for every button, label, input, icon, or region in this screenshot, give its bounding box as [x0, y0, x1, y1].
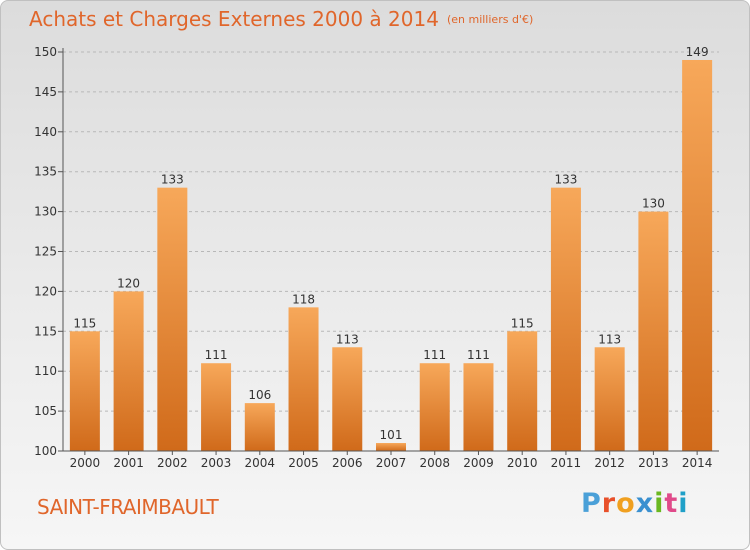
- bar: [638, 211, 669, 451]
- x-tick-label: 2006: [332, 456, 363, 470]
- bar: [419, 363, 450, 451]
- bar: [201, 363, 232, 451]
- data-label: 120: [117, 276, 140, 290]
- logo-letter: o: [616, 488, 636, 519]
- x-tick-label: 2007: [376, 456, 407, 470]
- data-label: 111: [423, 348, 446, 362]
- x-tick-label: 2010: [507, 456, 538, 470]
- bar: [682, 59, 713, 451]
- data-label: 113: [336, 332, 359, 346]
- y-tick-label: 135: [34, 165, 57, 179]
- data-label: 106: [248, 388, 271, 402]
- logo-letter: P: [581, 488, 602, 519]
- x-tick-label: 2011: [551, 456, 582, 470]
- bar: [376, 443, 406, 451]
- bar: [463, 363, 494, 451]
- logo-letter: r: [601, 488, 617, 519]
- logo-letter: i: [678, 488, 689, 519]
- bars-layer: 115 120 133 111 106 118 113 101 111 111 115 133 113 1…: [69, 45, 713, 451]
- data-label: 149: [686, 45, 709, 59]
- x-tick-label: 2001: [113, 456, 144, 470]
- bar: [113, 291, 144, 451]
- chart-title-text: Achats et Charges Externes 2000 à 2014: [29, 7, 439, 31]
- x-tick-label: 2003: [201, 456, 232, 470]
- bar: [288, 307, 319, 451]
- data-label: 133: [161, 173, 184, 187]
- logo-letter: t: [664, 488, 679, 519]
- logo-letter: i: [654, 488, 665, 519]
- y-tick-label: 125: [34, 245, 57, 259]
- data-label: 113: [598, 332, 621, 346]
- y-tick-label: 130: [34, 205, 57, 219]
- data-label: 130: [642, 197, 665, 211]
- y-tick-label: 110: [34, 364, 57, 378]
- data-label: 111: [205, 348, 228, 362]
- x-tick-label: 2004: [245, 456, 276, 470]
- data-label: 101: [380, 428, 403, 442]
- logo-letter: x: [635, 488, 655, 519]
- data-label: 115: [73, 316, 96, 330]
- y-tick-label: 115: [34, 324, 57, 338]
- x-tick-label: 2009: [463, 456, 494, 470]
- x-tick-label: 2013: [638, 456, 669, 470]
- chart-subtitle: (en milliers d'€): [446, 13, 534, 26]
- y-tick-label: 150: [34, 45, 57, 59]
- bar: [244, 403, 275, 451]
- data-label: 111: [467, 348, 490, 362]
- y-tick-label: 140: [34, 125, 57, 139]
- x-tick-label: 2012: [594, 456, 625, 470]
- x-tick-label: 2002: [157, 456, 188, 470]
- x-tick-label: 2000: [70, 456, 101, 470]
- axis-layer: 100 105 110 115 120 125 130 135 140 145 150 2000 200…: [34, 45, 719, 470]
- bar: [69, 331, 100, 451]
- x-tick-label: 2014: [682, 456, 713, 470]
- x-tick-label: 2008: [419, 456, 450, 470]
- y-tick-label: 145: [34, 85, 57, 99]
- bar: [594, 347, 625, 451]
- commune-name: SAINT-FRAIMBAULT: [37, 495, 219, 519]
- x-tick-label: 2005: [288, 456, 319, 470]
- bar: [157, 187, 188, 451]
- proxiti-logo: Proxiti: [581, 488, 689, 519]
- y-tick-label: 120: [34, 284, 57, 298]
- bar: [550, 187, 581, 451]
- data-label: 118: [292, 292, 315, 306]
- y-tick-label: 100: [34, 444, 57, 458]
- data-label: 133: [554, 173, 577, 187]
- chart-title: Achats et Charges Externes 2000 à 2014 (e…: [29, 7, 533, 31]
- bar: [332, 347, 363, 451]
- y-tick-label: 105: [34, 404, 57, 418]
- data-label: 115: [511, 316, 534, 330]
- bar: [507, 331, 538, 451]
